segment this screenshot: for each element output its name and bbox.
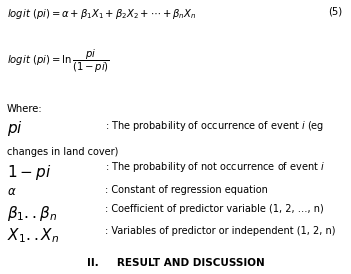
Text: changes in land cover): changes in land cover) [7, 147, 118, 156]
Text: $logit\ (pi) = \alpha +\beta_1 X_1 + \beta_2 X_2 + \cdots + \beta_n X_n$: $logit\ (pi) = \alpha +\beta_1 X_1 + \be… [7, 7, 197, 21]
Text: : Coefficient of predictor variable (1, 2, …, n): : Coefficient of predictor variable (1, … [105, 204, 324, 214]
Text: II.     RESULT AND DISCUSSION: II. RESULT AND DISCUSSION [87, 258, 264, 267]
Text: : The probability of occurrence of event $i$ (eg: : The probability of occurrence of event… [105, 119, 325, 133]
Text: : The probability of not occurrence of event $i$: : The probability of not occurrence of e… [105, 160, 325, 174]
Text: $\alpha$: $\alpha$ [7, 185, 16, 198]
Text: $1 - \mathit{pi}$: $1 - \mathit{pi}$ [7, 163, 51, 182]
Text: $X_1\mathit{..}X_n$: $X_1\mathit{..}X_n$ [7, 226, 59, 245]
Text: (5): (5) [328, 7, 342, 17]
Text: $\beta_1\mathit{..}\beta_n$: $\beta_1\mathit{..}\beta_n$ [7, 204, 58, 223]
Text: $\mathit{pi}$: $\mathit{pi}$ [7, 119, 23, 138]
Text: : Variables of predictor or independent (1, 2, n): : Variables of predictor or independent … [105, 226, 336, 236]
Text: $logit\ (pi) = \ln\dfrac{pi}{(1-pi)}$: $logit\ (pi) = \ln\dfrac{pi}{(1-pi)}$ [7, 48, 110, 75]
Text: : Constant of regression equation: : Constant of regression equation [105, 185, 268, 195]
Text: Where:: Where: [7, 104, 42, 114]
